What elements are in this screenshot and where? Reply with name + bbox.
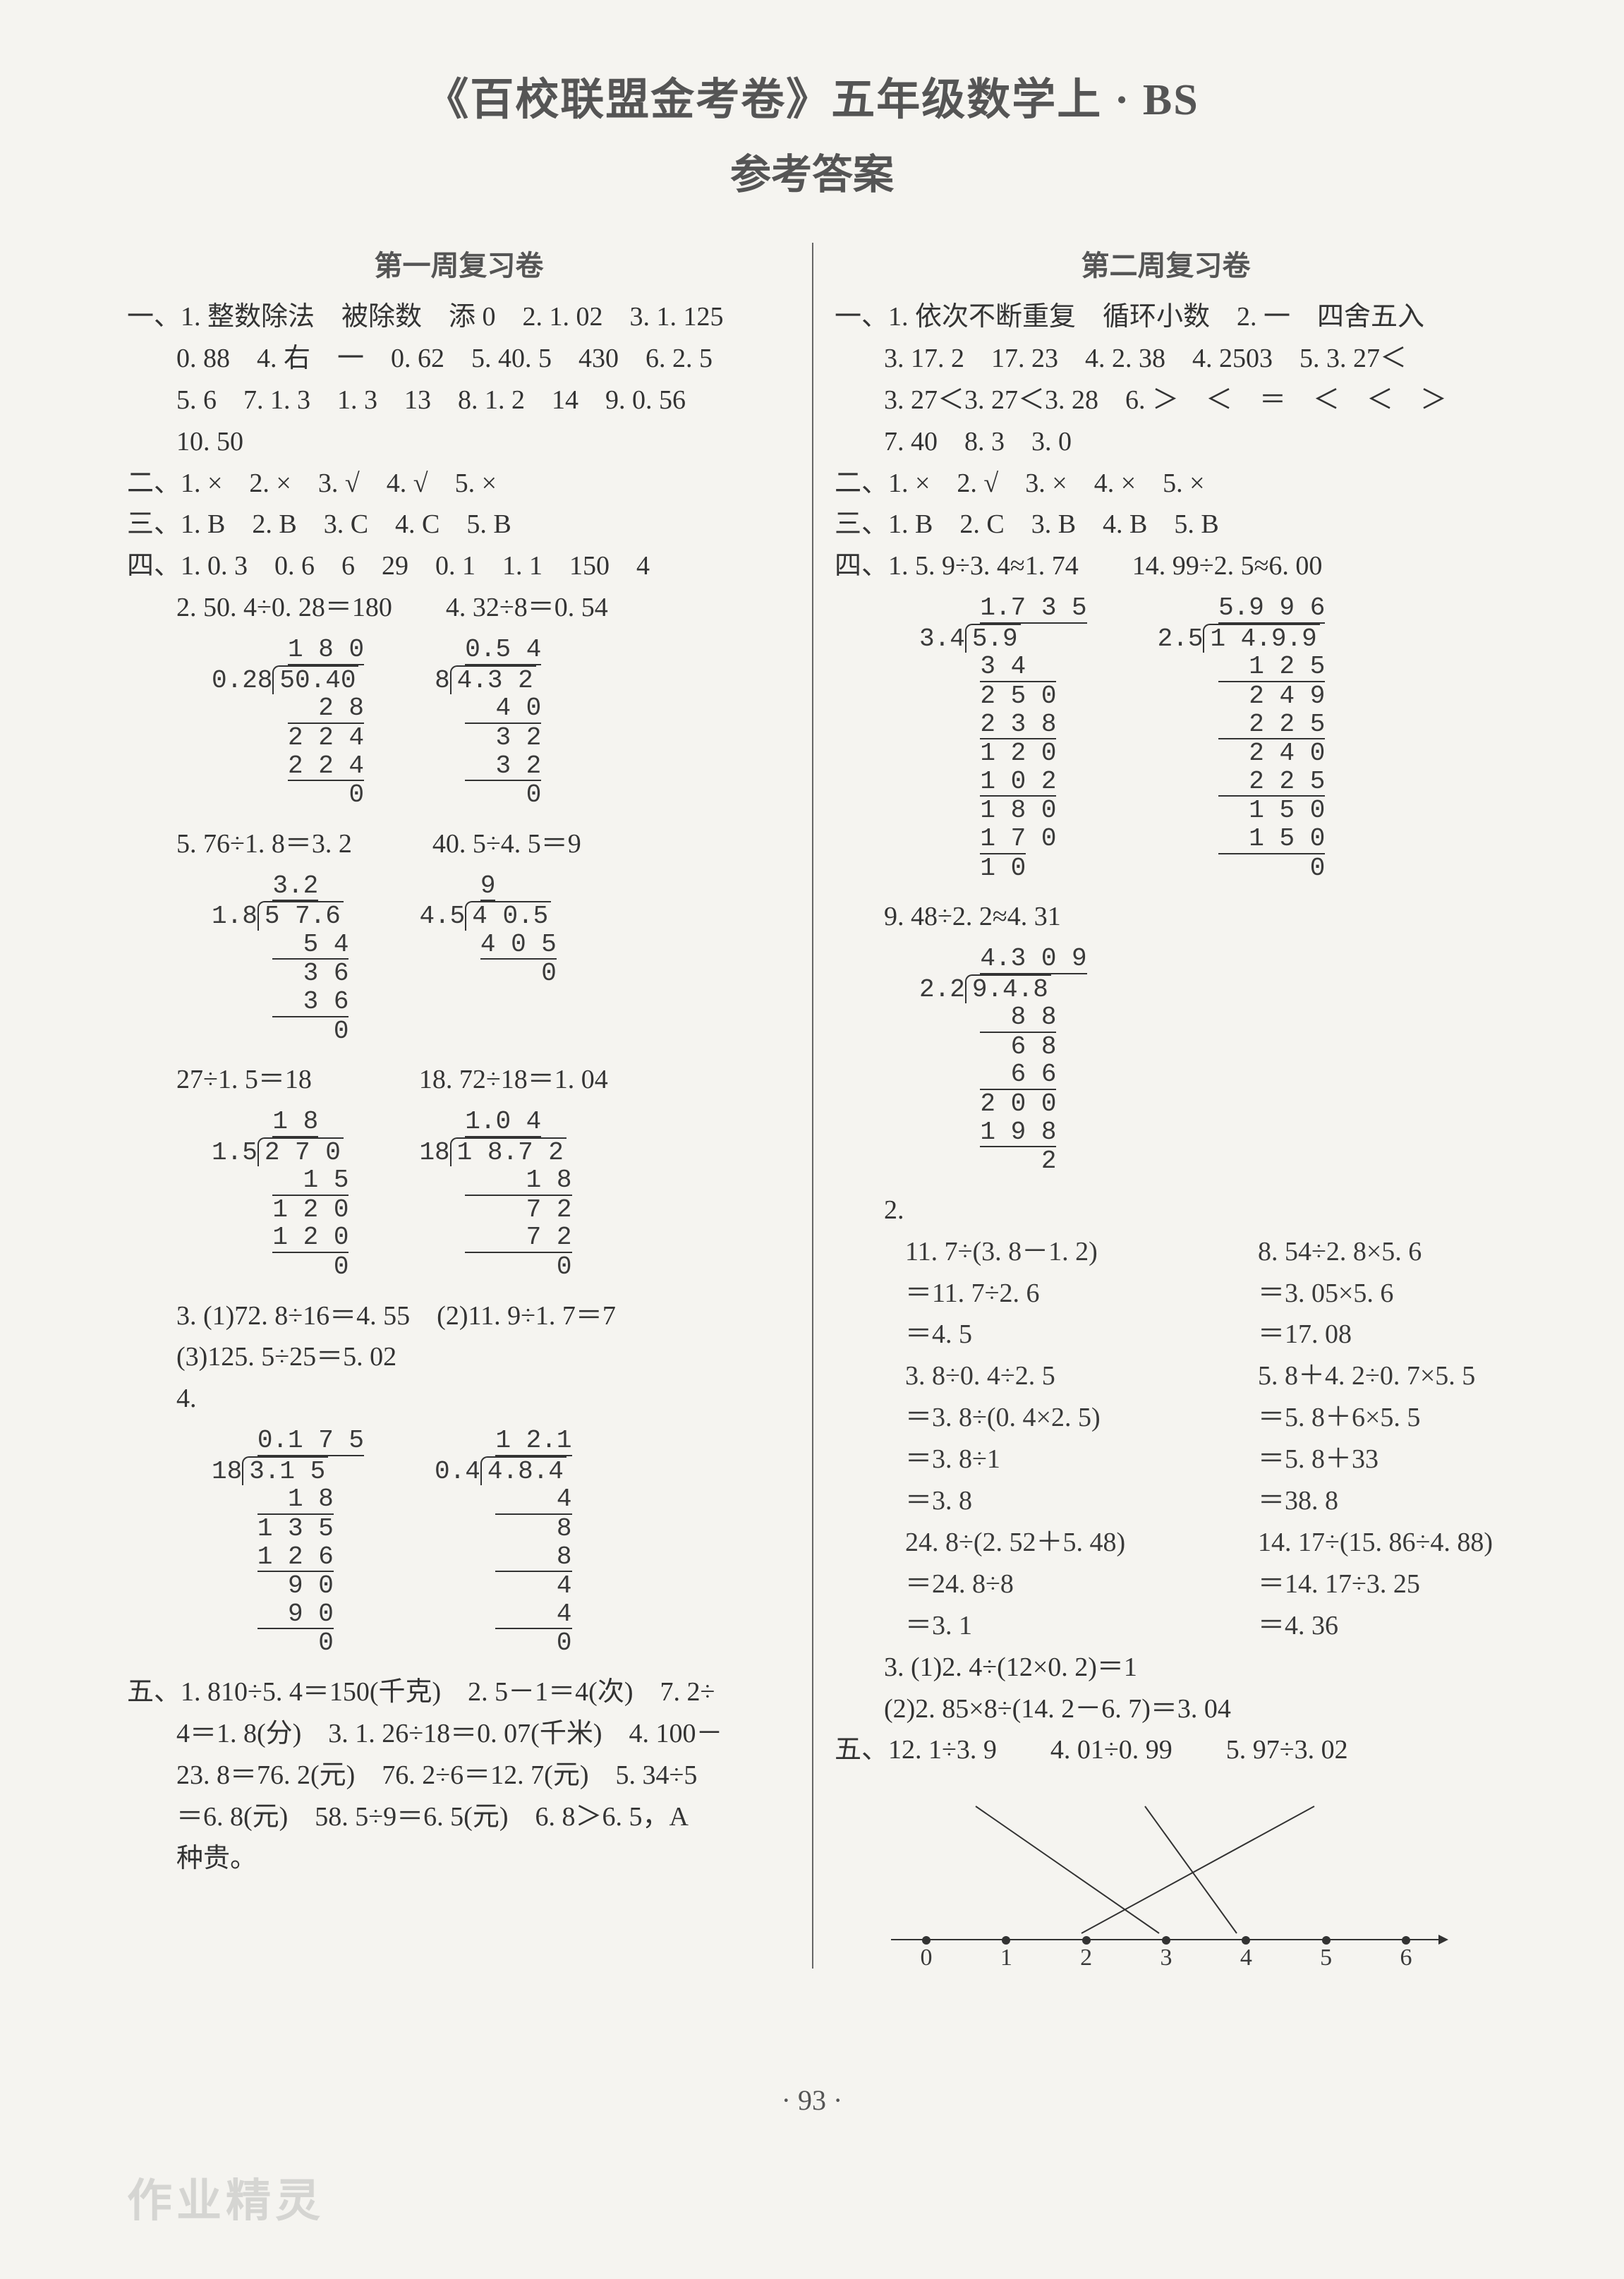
number-line-label: 4 — [1240, 1945, 1252, 1971]
answer-line: (2)2. 85×8÷(14. 2－6. 7)＝3. 04 — [835, 1688, 1497, 1730]
answer-line: 3. (1)72. 8÷16＝4. 55 (2)11. 9÷1. 7＝7 — [127, 1295, 791, 1337]
long-division: 94.54 0.5 4 0 5 0 — [419, 872, 556, 1046]
long-division-pair: 0.1 7 5183.1 5 1 8 1 3 5 1 2 6 9 0 9 0 0… — [212, 1427, 791, 1657]
answer-line: 三、1. B 2. C 3. B 4. B 5. B — [835, 504, 1497, 545]
answer-line: 5. 6 7. 1. 3 1. 3 13 8. 1. 2 14 9. 0. 56 — [127, 380, 791, 421]
answer-line: 3. (1)2. 4÷(12×0. 2)＝1 — [835, 1647, 1497, 1688]
equation-pair: 3. 8÷0. 4÷2. 5＝3. 8÷(0. 4×2. 5)＝3. 8÷1＝3… — [905, 1355, 1497, 1522]
long-division: 1 81.52 7 0 1 5 1 2 0 1 2 0 0 — [212, 1108, 349, 1281]
equation-column: 14. 17÷(15. 86÷4. 88)＝14. 17÷3. 25＝4. 36 — [1258, 1522, 1512, 1647]
equation-pair: 24. 8÷(2. 52＋5. 48)＝24. 8÷8＝3. 114. 17÷(… — [905, 1522, 1497, 1647]
equation-column: 3. 8÷0. 4÷2. 5＝3. 8÷(0. 4×2. 5)＝3. 8÷1＝3… — [905, 1355, 1159, 1522]
equation-step: ＝11. 7÷2. 6 — [905, 1273, 1159, 1314]
long-division: 1 8 00.2850.40 2 8 2 2 4 2 2 4 0 — [212, 636, 364, 809]
equation-step: ＝5. 8＋33 — [1258, 1439, 1512, 1480]
equation-step: 11. 7÷(3. 8－1. 2) — [905, 1231, 1159, 1273]
column-right: 第二周复习卷 一、1. 依次不断重复 循环小数 2. 一 四舍五入 3. 17.… — [812, 243, 1497, 1969]
watermark: 作业精灵 — [127, 2165, 325, 2230]
answer-line: 二、1. × 2. × 3. √ 4. √ 5. × — [127, 463, 791, 504]
number-line-label: 3 — [1161, 1945, 1172, 1971]
document-subtitle: 参考答案 — [127, 141, 1497, 200]
number-line-label: 5 — [1320, 1945, 1332, 1971]
equation-step: ＝14. 17÷3. 25 — [1258, 1564, 1512, 1605]
answer-line: 五、12. 1÷3. 9 4. 01÷0. 99 5. 97÷3. 02 — [835, 1729, 1497, 1771]
equation-step: ＝3. 8÷(0. 4×2. 5) — [905, 1397, 1159, 1439]
columns-wrapper: 第一周复习卷 一、1. 整数除法 被除数 添 0 2. 1. 02 3. 1. … — [127, 243, 1497, 1969]
equation-step: ＝4. 5 — [905, 1314, 1159, 1355]
long-division-pair: 1 8 00.2850.40 2 8 2 2 4 2 2 4 0 0.5 484… — [212, 636, 791, 809]
number-line-tick — [1322, 1936, 1331, 1945]
answer-line: 5. 76÷1. 8＝3. 2 40. 5÷4. 5＝9 — [127, 823, 791, 865]
answer-line: 2. 50. 4÷0. 28＝180 4. 32÷8＝0. 54 — [127, 587, 791, 629]
answer-line: 9. 48÷2. 2≈4. 31 — [835, 896, 1497, 938]
long-division: 0.5 484.3 2 4 0 3 2 3 2 0 — [435, 636, 541, 809]
long-division-pair: 1 81.52 7 0 1 5 1 2 0 1 2 0 0 1.0 4181 8… — [212, 1108, 791, 1281]
answer-line: 27÷1. 5＝18 18. 72÷18＝1. 04 — [127, 1059, 791, 1101]
answer-line: 4＝1. 8(分) 3. 1. 26÷18＝0. 07(千米) 4. 100－ — [127, 1713, 791, 1755]
equation-column: 11. 7÷(3. 8－1. 2)＝11. 7÷2. 6＝4. 5 — [905, 1231, 1159, 1356]
answer-line: 二、1. × 2. √ 3. × 4. × 5. × — [835, 463, 1497, 504]
number-line-label: 2 — [1080, 1945, 1092, 1971]
long-division: 1.7 3 53.45.9 3 4 2 5 0 2 3 8 1 2 0 1 0 … — [919, 594, 1087, 882]
section-header-left: 第一周复习卷 — [127, 243, 791, 284]
equation-step: ＝24. 8÷8 — [905, 1564, 1159, 1605]
equation-column: 5. 8＋4. 2÷0. 7×5. 5＝5. 8＋6×5. 5＝5. 8＋33＝… — [1258, 1355, 1512, 1522]
number-line-label: 0 — [921, 1945, 933, 1971]
equation-column: 8. 54÷2. 8×5. 6＝3. 05×5. 6＝17. 08 — [1258, 1231, 1512, 1356]
number-line-label: 1 — [1000, 1945, 1012, 1971]
equation-step: ＝3. 8 — [905, 1480, 1159, 1522]
answer-line: 四、1. 5. 9÷3. 4≈1. 74 14. 99÷2. 5≈6. 00 — [835, 545, 1497, 587]
number-line-label: 6 — [1400, 1945, 1412, 1971]
equation-step: 8. 54÷2. 8×5. 6 — [1258, 1231, 1512, 1273]
equation-step: ＝17. 08 — [1258, 1314, 1512, 1355]
answer-line: 3. 17. 2 17. 23 4. 2. 38 4. 2503 5. 3. 2… — [835, 338, 1497, 380]
long-division: 1 2.10.44.8.4 4 8 8 4 4 0 — [435, 1427, 571, 1657]
answer-line: (3)125. 5÷25＝5. 02 — [127, 1336, 791, 1378]
equation-step: ＝3. 05×5. 6 — [1258, 1273, 1512, 1314]
equation-column: 24. 8÷(2. 52＋5. 48)＝24. 8÷8＝3. 1 — [905, 1522, 1159, 1647]
equation-step: ＝38. 8 — [1258, 1480, 1512, 1522]
answer-line: 三、1. B 2. B 3. C 4. C 5. B — [127, 504, 791, 545]
equation-step: 14. 17÷(15. 86÷4. 88) — [1258, 1522, 1512, 1564]
section-header-right: 第二周复习卷 — [835, 243, 1497, 284]
long-division-pair: 4.3 0 92.29.4.8 8 8 6 8 6 6 2 0 0 1 9 8 … — [919, 945, 1497, 1175]
equation-step: 24. 8÷(2. 52＋5. 48) — [905, 1522, 1159, 1564]
column-left: 第一周复习卷 一、1. 整数除法 被除数 添 0 2. 1. 02 3. 1. … — [127, 243, 812, 1969]
equation-step: ＝3. 8÷1 — [905, 1439, 1159, 1480]
page-number: · 93 · — [0, 2084, 1624, 2117]
long-division: 3.21.85 7.6 5 4 3 6 3 6 0 — [212, 872, 349, 1046]
long-division: 1.0 4181 8.7 2 1 8 7 2 7 2 0 — [419, 1108, 571, 1281]
document-title: 《百校联盟金考卷》五年级数学上 · BS — [127, 64, 1497, 127]
equation-step: ＝3. 1 — [905, 1605, 1159, 1647]
answer-line: ＝6. 8(元) 58. 5÷9＝6. 5(元) 6. 8＞6. 5，A — [127, 1796, 791, 1838]
long-division-pair: 3.21.85 7.6 5 4 3 6 3 6 0 94.54 0.5 4 0 … — [212, 872, 791, 1046]
answer-line: 一、1. 依次不断重复 循环小数 2. 一 四舍五入 — [835, 296, 1497, 338]
equation-step: ＝5. 8＋6×5. 5 — [1258, 1397, 1512, 1439]
number-line-tick — [1082, 1936, 1091, 1945]
answer-line: 四、1. 0. 3 0. 6 6 29 0. 1 1. 1 150 4 — [127, 545, 791, 587]
long-division: 5.9 9 62.51 4.9.9 1 2 5 2 4 9 2 2 5 2 4 … — [1158, 594, 1326, 882]
equation-pair: 11. 7÷(3. 8－1. 2)＝11. 7÷2. 6＝4. 58. 54÷2… — [905, 1231, 1497, 1356]
equation-step: ＝4. 36 — [1258, 1605, 1512, 1647]
long-division: 0.1 7 5183.1 5 1 8 1 3 5 1 2 6 9 0 9 0 0 — [212, 1427, 364, 1657]
equation-step: 3. 8÷0. 4÷2. 5 — [905, 1355, 1159, 1397]
number-line: 0 1 2 3 4 5 6 — [891, 1785, 1441, 1969]
answer-line: 五、1. 810÷5. 4＝150(千克) 2. 5－1＝4(次) 7. 2÷ — [127, 1672, 791, 1713]
answer-line: 3. 27＜3. 27＜3. 28 6. ＞ ＜ ＝ ＜ ＜ ＞ — [835, 380, 1497, 421]
answer-line: 23. 8＝76. 2(元) 76. 2÷6＝12. 7(元) 5. 34÷5 — [127, 1755, 791, 1796]
answer-line: 一、1. 整数除法 被除数 添 0 2. 1. 02 3. 1. 125 — [127, 296, 791, 338]
equation-step: 5. 8＋4. 2÷0. 7×5. 5 — [1258, 1355, 1512, 1397]
long-division-pair: 1.7 3 53.45.9 3 4 2 5 0 2 3 8 1 2 0 1 0 … — [919, 594, 1497, 882]
answer-line: 7. 40 8. 3 3. 0 — [835, 421, 1497, 463]
answer-line: 10. 50 — [127, 421, 791, 463]
answer-line: 4. — [127, 1378, 791, 1420]
long-division: 4.3 0 92.29.4.8 8 8 6 8 6 6 2 0 0 1 9 8 … — [919, 945, 1087, 1175]
answer-line: 种贵。 — [127, 1838, 791, 1880]
answer-line: 2. — [835, 1190, 1497, 1231]
answer-line: 0. 88 4. 右 一 0. 62 5. 40. 5 430 6. 2. 5 — [127, 338, 791, 380]
